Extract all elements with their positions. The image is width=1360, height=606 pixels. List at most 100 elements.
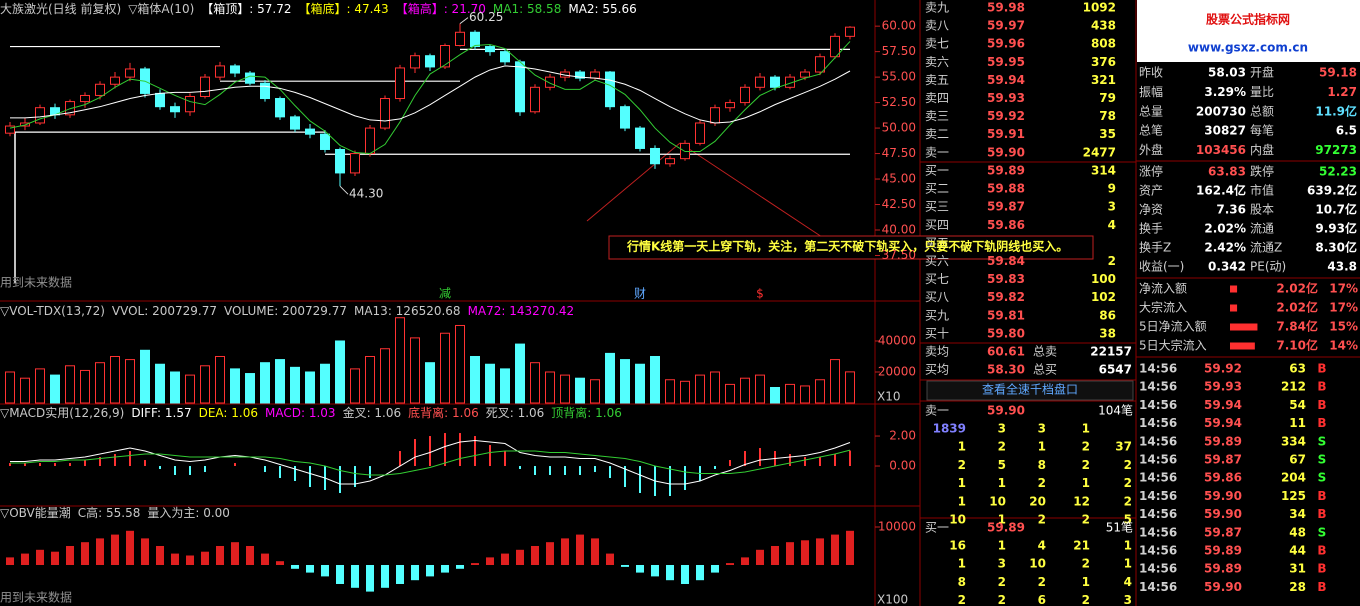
trade-price: 59.89 [1204, 434, 1242, 448]
y-tick-label: 0.00 [889, 459, 916, 473]
book-label: 买七 [925, 272, 949, 286]
trade-time: 14:56 [1139, 580, 1177, 594]
book-label: 买五 [925, 236, 949, 250]
book-label: 买九 [925, 308, 949, 322]
volume-bar [455, 324, 465, 404]
queue-cell: 2 [1038, 575, 1046, 589]
y-tick-label: 60.00 [882, 19, 916, 33]
queue-cell: 2 [1124, 476, 1132, 490]
title-item: 【箱底】: 47.43 [298, 1, 388, 16]
book-label: 卖四 [925, 91, 949, 105]
book-volume: 438 [1091, 19, 1116, 33]
volume-bar [560, 374, 570, 404]
book-price: 59.88 [987, 182, 1025, 196]
queue-cell: 3 [1038, 422, 1046, 436]
trade-volume: 31 [1289, 562, 1306, 576]
queue-cell: 1 [958, 440, 966, 454]
trade-side: B [1317, 562, 1326, 576]
candle-body [455, 31, 465, 47]
trade-volume: 204 [1281, 471, 1306, 485]
candle-body [350, 153, 360, 174]
total-value: 6547 [1099, 363, 1132, 377]
queue-label: 买一 [925, 521, 949, 535]
obv-bar [546, 542, 554, 565]
event-marker: $ [756, 287, 764, 301]
candle-body [35, 107, 45, 124]
depth-button[interactable]: 查看全速千档盘口 [982, 382, 1078, 397]
queue-cell: 2 [1082, 513, 1090, 527]
candle-body [125, 68, 135, 78]
candle-body [530, 86, 540, 113]
queue-count: 51笔 [1106, 520, 1133, 535]
stat-label: 外盘 [1139, 142, 1163, 157]
queue-cell: 1 [958, 476, 966, 490]
volume-bar [845, 371, 855, 404]
flow-bar [1230, 285, 1238, 293]
volume-bar [50, 374, 60, 404]
book-price: 59.80 [987, 326, 1025, 340]
volume-bar [785, 383, 795, 404]
title-item: ▽MACD实用(12,26,9) [0, 405, 124, 420]
candle-body [650, 147, 660, 165]
book-label: 买二 [925, 182, 949, 196]
stat-label: 每笔 [1250, 123, 1274, 138]
obv-bar [351, 564, 359, 588]
candle-body [320, 133, 330, 150]
queue-count: 104笔 [1098, 403, 1133, 418]
candle-body [635, 127, 645, 149]
candle-body [695, 122, 705, 144]
trade-side: B [1317, 507, 1326, 521]
volume-bar [230, 368, 240, 404]
flow-share: 17% [1329, 282, 1358, 296]
candle-body [725, 102, 735, 109]
book-label: 卖九 [925, 1, 949, 15]
volume-bar [605, 352, 615, 404]
book-label: 买十 [925, 326, 949, 340]
stat-value: 6.5 [1336, 124, 1357, 138]
ma-line [10, 65, 851, 124]
queue-cell: 1 [998, 476, 1006, 490]
queue-cell: 3 [998, 557, 1006, 571]
candle-body [830, 35, 840, 58]
scale-label: X10 [877, 390, 901, 404]
volume-bar [440, 332, 450, 404]
watermark-title: 股票公式指标网 [1206, 12, 1290, 27]
book-label: 买四 [925, 218, 949, 232]
trade-side: B [1317, 544, 1326, 558]
book-price: 59.86 [987, 218, 1025, 232]
title-item: MA1: 58.58 [493, 2, 561, 16]
queue-label: 卖一 [925, 404, 949, 418]
book-price: 59.94 [987, 73, 1025, 87]
obv-bar [756, 549, 764, 565]
book-price: 59.98 [987, 1, 1025, 15]
queue-cell: 8 [1038, 458, 1046, 472]
candle-body [80, 94, 90, 103]
obv-bar [636, 564, 644, 573]
trade-volume: 67 [1289, 453, 1306, 467]
event-marker: 财 [634, 287, 646, 301]
stat-label: 流通Z [1250, 241, 1282, 255]
stat-value: 162.4亿 [1196, 183, 1246, 198]
trade-volume: 212 [1281, 380, 1306, 394]
queue-cell: 1 [1038, 440, 1046, 454]
flow-label: 大宗流入 [1139, 300, 1187, 315]
book-label: 卖二 [925, 127, 949, 141]
queue-cell: 3 [998, 422, 1006, 436]
stat-value: 97273 [1315, 143, 1357, 157]
stat-label: 开盘 [1250, 65, 1274, 80]
volume-bar [530, 362, 540, 404]
obv-bar [291, 564, 299, 569]
trade-side: B [1317, 362, 1326, 376]
trade-side: S [1318, 471, 1327, 485]
obv-bar [51, 551, 59, 565]
book-volume: 4 [1108, 218, 1116, 232]
flow-value: 2.02亿 [1276, 300, 1318, 315]
macd-line [10, 449, 851, 476]
obv-bar [696, 564, 704, 581]
stat-value: 2.02% [1204, 222, 1246, 236]
stat-value: 58.03 [1208, 66, 1246, 80]
obv-bar [66, 545, 74, 565]
candle-body [755, 76, 765, 88]
